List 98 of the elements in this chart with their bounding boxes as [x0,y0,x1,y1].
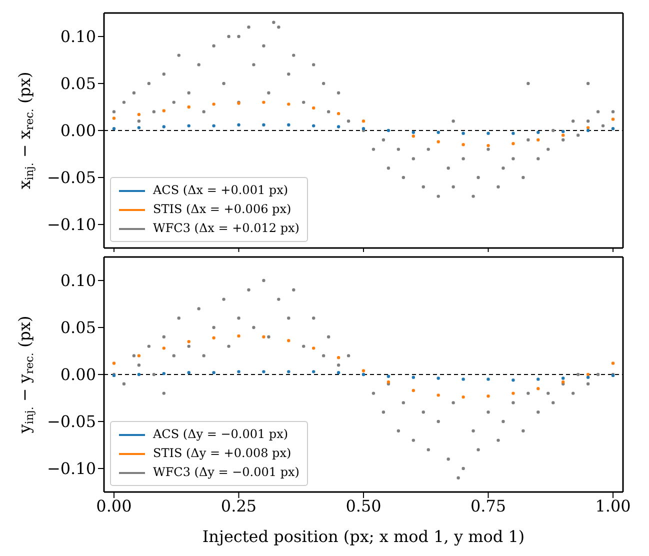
x-tick-label: 0.25 [220,496,257,516]
legend-label: ACS (Δy = −0.001 px) [153,426,288,443]
point [262,370,266,374]
y-tick-label: −0.05 [46,168,96,188]
point [162,346,166,350]
point [336,371,340,374]
point [512,132,515,135]
point [287,370,290,374]
point [386,128,390,132]
point [611,362,615,365]
point [187,124,190,128]
point [536,387,540,390]
point [287,339,290,342]
x-tick-label: 0.00 [96,496,132,516]
y-tick-label: 0.00 [60,121,96,140]
point [611,127,615,130]
y-tick-label: 0.00 [60,365,96,384]
point [486,378,490,381]
y-tick-label: 0.10 [60,27,96,46]
point [237,123,240,126]
point [112,362,116,365]
point [212,102,216,106]
y-tick-label: −0.05 [46,412,96,432]
point [462,378,465,381]
point [486,394,490,398]
point [362,120,366,123]
point [611,118,615,121]
point [586,372,590,376]
point [586,376,590,379]
point [287,123,290,126]
legend-label: ACS (Δx = +0.001 px) [153,182,288,199]
point [336,112,340,116]
point [412,388,416,392]
legend-label: WFC3 (Δx = +0.012 px) [153,220,300,237]
point [512,378,515,382]
point [436,376,440,380]
point [187,371,190,374]
point [137,112,141,116]
point [262,123,266,126]
x-tick-label: 1.00 [595,496,631,516]
point [412,130,416,134]
point [436,140,440,144]
point [486,132,490,135]
point [386,374,390,378]
point [462,143,465,146]
point [536,378,540,381]
y-tick-label: 0.05 [60,74,96,94]
point [512,392,515,395]
point [562,376,565,380]
x-axis-title: Injected position (px; x mod 1, y mod 1) [202,527,525,546]
point [412,134,416,138]
point [362,369,366,372]
point [312,346,316,350]
point [187,105,190,109]
point [462,395,465,399]
point [112,116,116,120]
point [212,371,216,374]
point [162,125,166,128]
x-tick-label: 0.50 [346,496,382,516]
point [536,138,540,142]
point [312,370,316,374]
point [137,354,141,358]
point [187,340,190,344]
point [237,334,240,338]
y-tick-label: 0.05 [60,318,96,338]
point [436,130,440,134]
point [586,128,590,132]
point [336,356,340,360]
point [262,100,266,104]
point [562,130,565,134]
legend-label: STIS (Δx = +0.006 px) [153,201,292,218]
legend-label: STIS (Δy = +0.008 px) [153,445,292,462]
point [536,130,540,134]
point [212,336,216,340]
y-tick-label: −0.10 [46,459,96,478]
legend-label: WFC3 (Δy = −0.001 px) [153,464,300,481]
point [412,376,416,379]
point [312,106,316,110]
point [262,335,266,338]
point [586,126,590,130]
point [237,370,240,374]
point [336,125,340,128]
point [312,124,316,128]
y-tick-label: −0.10 [46,215,96,234]
point [162,109,166,112]
point [562,134,565,137]
point [512,142,515,146]
point [436,394,440,397]
x-tick-label: 0.75 [470,496,506,516]
y-tick-label: 0.10 [60,271,96,290]
point [137,126,141,130]
point [112,127,116,130]
point [287,102,290,106]
point [137,372,141,376]
point [212,124,216,128]
point [162,372,166,376]
point [462,132,465,135]
point [486,144,490,148]
